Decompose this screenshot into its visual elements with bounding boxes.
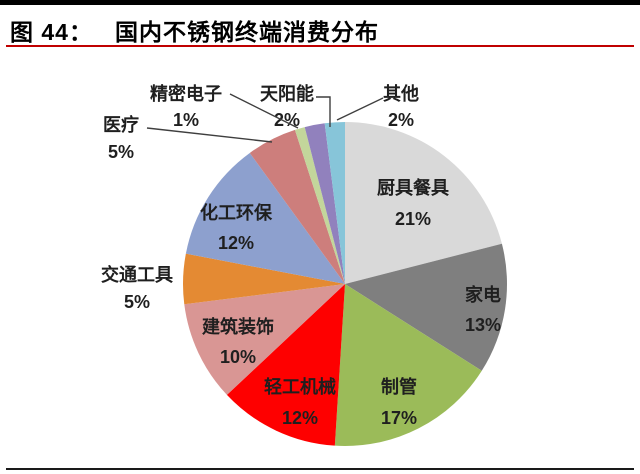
leader-line-other [336,97,384,121]
pie-slice-precision-electronics [294,127,345,284]
pie-slice-kitchenware-tableware [345,122,502,284]
pie-slice-home-appliances [345,243,507,371]
pie-label-light-industry-machinery: 轻工机械 12% [264,376,336,428]
pie-slice-medical [249,129,345,284]
pie-label-medical: 医疗 5% [103,114,139,162]
leader-line-solar-energy [316,96,331,127]
pie-label-transportation: 交通工具 5% [101,264,173,312]
pie-slice-chemical-environmental-protection [185,152,345,284]
top-border-bar [0,0,640,5]
pie-slice-transportation [183,253,345,305]
pie-slice-other [324,122,345,284]
leader-line-precision-electronics [229,93,299,129]
figure-title: 国内不锈钢终端消费分布 [114,19,379,45]
title-underline [6,45,634,47]
pie-label-construction-decoration: 建筑装饰 10% [202,316,274,367]
pie-slice-solar-energy [304,123,345,284]
pie-slice-construction-decoration [184,284,345,395]
pie-label-home-appliances: 家电 13% [465,284,501,335]
pie-label-chemical-environmental-protection: 化工环保 12% [200,202,273,253]
pie-label-kitchenware-tableware: 厨具餐具 21% [377,177,449,229]
bottom-border-line [6,468,634,470]
pie-slice-light-industry-machinery [226,284,345,446]
pie-label-other: 其他 2% [383,83,419,130]
pie-label-pipe-making: 制管 17% [381,376,417,428]
pie-slice-pipe-making [334,284,482,446]
leader-line-medical [146,127,273,143]
figure-number: 图 44： [10,19,93,45]
figure-header: 图 44： 国内不锈钢终端消费分布 [10,13,630,47]
pie-label-precision-electronics: 精密电子 1% [150,83,222,130]
